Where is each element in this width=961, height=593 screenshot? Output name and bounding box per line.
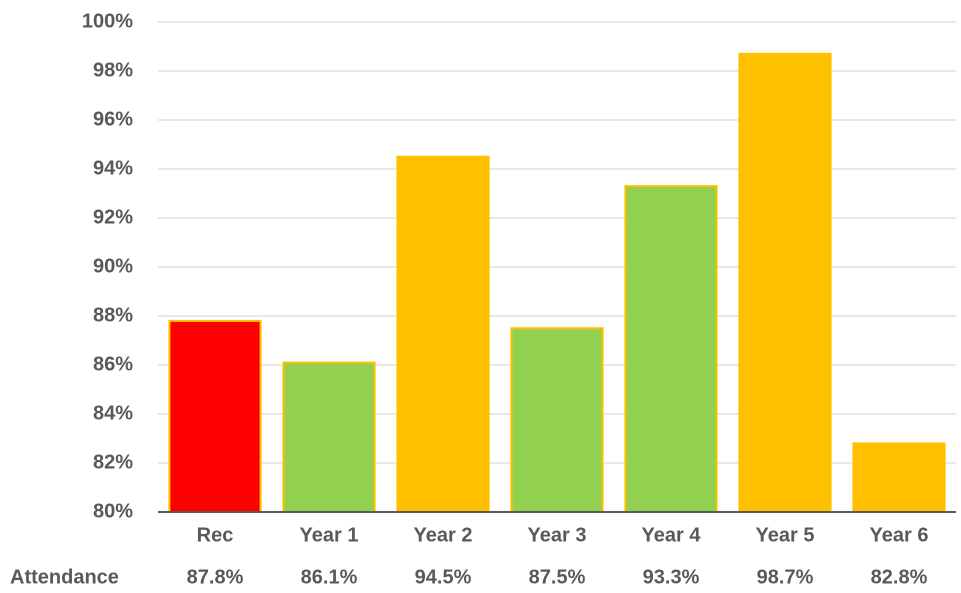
x-category-label: Year 4 [642, 524, 702, 546]
y-tick-label: 94% [93, 157, 133, 179]
y-tick-label: 88% [93, 304, 133, 326]
y-tick-label: 100% [82, 10, 133, 32]
attendance-value-label: 94.5% [415, 566, 472, 588]
y-tick-label: 90% [93, 255, 133, 277]
attendance-value-label: 86.1% [301, 566, 358, 588]
x-category-label: Rec [197, 524, 234, 546]
x-category-label: Year 1 [300, 524, 359, 546]
y-tick-label: 92% [93, 206, 133, 228]
y-tick-label: 96% [93, 108, 133, 130]
attendance-value-label: 98.7% [757, 566, 814, 588]
table-row-label: Attendance [10, 566, 119, 588]
attendance-value-label: 93.3% [643, 566, 700, 588]
attendance-value-label: 82.8% [871, 566, 928, 588]
bar-year-2 [396, 155, 490, 513]
attendance-value-label: 87.5% [529, 566, 586, 588]
attendance-value-labels: 87.8% 86.1% 94.5% 87.5% 93.3% 98.7% 82.8% [187, 566, 928, 588]
bar-year-5 [738, 52, 832, 513]
y-tick-label: 84% [93, 402, 133, 424]
x-category-label: Year 2 [414, 524, 473, 546]
y-tick-label: 82% [93, 451, 133, 473]
x-category-label: Year 6 [870, 524, 929, 546]
bars [168, 52, 946, 513]
attendance-value-label: 87.8% [187, 566, 244, 588]
y-tick-label: 80% [93, 500, 133, 522]
bar-year-4 [624, 185, 718, 513]
bar-rec [168, 319, 262, 513]
y-axis-tick-labels: 80% 82% 84% 86% 88% 90% 92% 94% 96% 98% 100% [82, 10, 133, 522]
y-tick-label: 98% [93, 59, 133, 81]
y-tick-label: 86% [93, 353, 133, 375]
bar-year-3 [510, 327, 604, 513]
x-category-label: Year 3 [528, 524, 587, 546]
bar-year-6 [852, 442, 946, 513]
x-axis-category-labels: Rec Year 1 Year 2 Year 3 Year 4 Year 5 Year 6 [197, 524, 929, 546]
bar-year-1 [282, 361, 376, 513]
x-category-label: Year 5 [756, 524, 815, 546]
